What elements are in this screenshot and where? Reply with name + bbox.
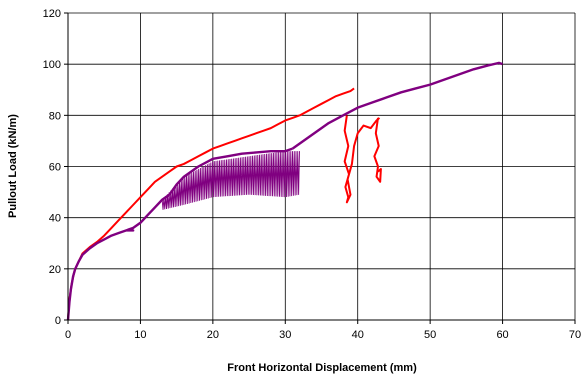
x-axis-title: Front Horizontal Displacement (mm)	[227, 362, 417, 374]
axes	[64, 12, 576, 324]
y-tick-label: 100	[43, 59, 61, 71]
series-line	[168, 147, 293, 196]
tick-labels: 0 10 20 30 40 50 60 70 0 20 40 60 80 100 120	[43, 8, 581, 341]
series-line	[67, 87, 355, 321]
x-tick-label: 10	[134, 329, 146, 341]
y-tick-label: 80	[49, 110, 61, 122]
y-tick-label: 40	[49, 213, 61, 225]
x-tick-label: 50	[424, 329, 436, 341]
x-tick-label: 60	[496, 329, 508, 341]
y-axis-title: Pullout Load (kN/m)	[7, 114, 19, 218]
y-tick-label: 20	[49, 264, 61, 276]
series-layer	[66, 61, 503, 321]
x-tick-label: 0	[65, 329, 71, 341]
y-tick-label: 0	[55, 315, 61, 327]
x-tick-label: 70	[569, 329, 581, 341]
grid-lines	[68, 12, 576, 320]
series-line	[291, 61, 503, 150]
series-band	[161, 151, 300, 210]
series-line	[343, 115, 381, 204]
x-tick-label: 30	[279, 329, 291, 341]
series-line	[66, 193, 171, 321]
x-tick-label: 40	[352, 329, 364, 341]
x-tick-label: 20	[207, 329, 219, 341]
y-tick-label: 60	[49, 162, 61, 174]
series-line	[373, 117, 382, 183]
y-tick-label: 120	[43, 8, 61, 20]
